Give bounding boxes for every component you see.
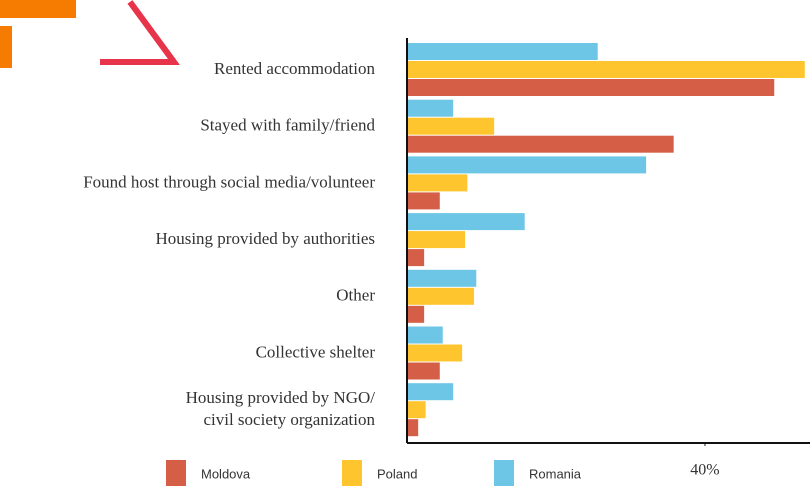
category-label: Housing provided by NGO/ <box>186 388 376 407</box>
decoration <box>0 26 12 68</box>
bar <box>407 117 495 135</box>
bar <box>407 174 468 192</box>
bar <box>407 156 647 174</box>
bar <box>407 249 425 267</box>
legend-swatch <box>342 460 362 486</box>
bar <box>407 213 525 231</box>
category-label: Housing provided by authorities <box>155 229 375 248</box>
bar <box>407 269 477 287</box>
legend-label: Romania <box>529 466 582 481</box>
category-label: Rented accommodation <box>214 59 375 78</box>
bar <box>407 231 466 249</box>
bar <box>407 419 419 437</box>
bar <box>407 135 674 153</box>
bar <box>407 61 805 78</box>
category-label: Found host through social media/voluntee… <box>83 172 375 191</box>
category-label: Other <box>336 286 375 305</box>
bar <box>407 43 598 60</box>
bar <box>407 99 454 117</box>
bar <box>407 287 475 305</box>
legend-label: Moldova <box>201 466 251 481</box>
bar <box>407 326 443 344</box>
bar <box>407 305 425 323</box>
decoration <box>0 0 76 18</box>
bar <box>407 401 426 419</box>
legend-swatch <box>166 460 186 486</box>
category-label: civil society organization <box>203 410 375 429</box>
bar <box>407 192 440 210</box>
legend-swatch <box>494 460 514 486</box>
arrow <box>127 0 177 64</box>
bar <box>407 344 463 362</box>
x-tick-label: 40% <box>690 462 719 479</box>
bar <box>407 362 440 380</box>
category-label: Stayed with family/friend <box>200 116 375 135</box>
legend-label: Poland <box>377 466 417 481</box>
category-label: Collective shelter <box>256 342 376 361</box>
bar <box>407 79 775 96</box>
bar <box>407 383 454 401</box>
